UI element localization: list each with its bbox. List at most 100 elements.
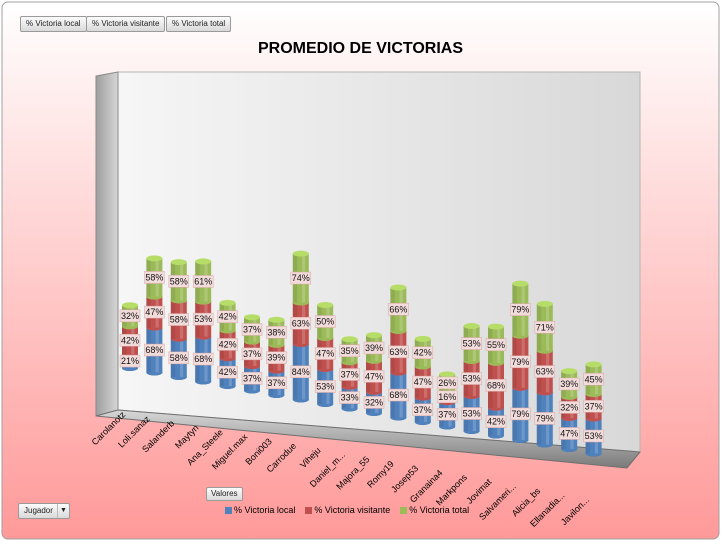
data-label-bg-19-0 (583, 429, 604, 443)
data-label-15-0: 42% (487, 417, 505, 427)
filter-button-victoria-total[interactable]: % Victoria total (166, 16, 232, 32)
data-label-bg-1-1 (144, 305, 165, 319)
data-label-11-1: 63% (389, 347, 407, 357)
data-label-18-1: 32% (560, 402, 578, 412)
data-label-19-2: 45% (585, 374, 603, 384)
legend-swatch-local (225, 506, 232, 514)
data-label-6-0: 37% (267, 378, 285, 388)
data-label-8-2: 50% (316, 317, 334, 327)
data-label-bg-10-2 (363, 341, 385, 355)
data-label-bg-3-1 (192, 312, 214, 326)
data-label-bg-17-2 (534, 321, 556, 334)
data-label-bg-5-0 (241, 372, 263, 385)
chart-legend: % Victoria local % Victoria visitante % … (225, 505, 469, 515)
data-label-14-0: 53% (463, 409, 481, 419)
data-label-bg-15-2 (485, 338, 507, 351)
data-label-1-1: 47% (145, 307, 163, 317)
data-label-2-2: 58% (170, 276, 188, 286)
legend-swatch-total (400, 506, 408, 514)
data-label-19-0: 53% (585, 431, 603, 441)
data-label-12-1: 47% (414, 377, 432, 387)
data-label-bg-2-1 (168, 313, 190, 326)
data-label-bg-15-0 (485, 415, 507, 428)
jugador-field-dropdown[interactable]: Jugador ▼ (18, 503, 70, 519)
data-label-bg-13-1 (436, 390, 458, 404)
data-label-bg-16-0 (510, 407, 531, 421)
data-label-1-2: 58% (145, 272, 163, 282)
data-label-bg-12-1 (412, 375, 434, 389)
data-label-19-1: 37% (585, 401, 603, 411)
data-label-bg-7-2 (290, 271, 312, 285)
data-label-18-2: 39% (560, 379, 578, 389)
data-label-17-1: 63% (536, 367, 554, 377)
side-wall (95, 71, 119, 417)
data-label-0-1: 42% (121, 335, 139, 345)
data-label-13-2: 26% (438, 378, 456, 388)
data-label-bg-15-1 (485, 379, 507, 392)
legend-item-local: % Victoria local (225, 505, 295, 515)
data-label-2-1: 58% (170, 315, 188, 325)
data-label-bg-1-2 (144, 271, 165, 284)
data-label-4-2: 42% (219, 312, 237, 322)
data-label-bg-12-0 (412, 403, 434, 417)
data-label-bg-16-2 (510, 303, 531, 316)
data-label-7-1: 63% (292, 318, 310, 328)
data-label-3-1: 53% (194, 314, 212, 324)
data-label-bg-8-2 (314, 315, 336, 328)
data-label-7-0: 84% (292, 367, 310, 377)
data-label-bg-11-2 (388, 303, 409, 316)
filter-button-victoria-visitante[interactable]: % Victoria visitante (86, 16, 166, 32)
data-label-16-1: 79% (511, 357, 529, 367)
data-label-bg-0-0 (119, 354, 141, 368)
data-label-17-2: 71% (536, 322, 554, 332)
data-label-bg-7-1 (290, 317, 312, 330)
legend-swatch-visitante (305, 506, 313, 514)
data-label-15-1: 68% (487, 380, 505, 390)
data-label-6-1: 39% (267, 353, 285, 363)
data-label-bg-12-2 (412, 346, 434, 359)
data-label-9-0: 33% (341, 393, 359, 403)
data-label-15-2: 55% (487, 340, 505, 350)
data-label-bg-14-0 (461, 407, 482, 420)
data-label-12-2: 42% (414, 348, 432, 358)
data-label-bg-17-0 (534, 412, 556, 425)
valores-field-button[interactable]: Valores (206, 487, 243, 501)
jugador-field-label: Jugador (24, 506, 53, 515)
data-label-11-2: 66% (389, 304, 407, 314)
data-label-bg-3-0 (192, 352, 214, 366)
data-label-5-1: 37% (243, 349, 261, 359)
data-label-4-0: 42% (219, 367, 237, 377)
data-label-bg-6-0 (266, 376, 287, 390)
filter-button-victoria-local[interactable]: % Victoria local (20, 16, 87, 32)
data-label-bg-3-2 (192, 275, 214, 288)
data-label-bg-9-0 (339, 391, 360, 404)
data-label-bg-19-1 (583, 400, 604, 413)
data-label-10-1: 47% (365, 371, 383, 381)
data-label-bg-8-1 (314, 347, 336, 360)
data-label-bg-18-1 (558, 401, 580, 414)
data-label-bg-1-0 (144, 343, 165, 357)
data-label-9-2: 35% (341, 346, 359, 356)
dropdown-arrow-icon: ▼ (57, 504, 69, 518)
data-label-bg-4-1 (217, 338, 238, 351)
data-label-bg-18-2 (558, 377, 580, 391)
data-label-bg-18-0 (558, 427, 580, 440)
data-label-bg-14-1 (461, 372, 482, 385)
data-label-2-0: 58% (170, 353, 188, 363)
data-label-7-2: 74% (292, 273, 310, 283)
data-label-4-1: 42% (219, 339, 237, 349)
data-label-bg-6-1 (266, 351, 287, 364)
data-label-bg-9-1 (339, 368, 360, 381)
data-label-bg-11-0 (388, 388, 409, 402)
data-label-bg-5-2 (241, 323, 263, 336)
data-label-bg-7-0 (290, 365, 312, 379)
data-label-bg-2-2 (168, 275, 190, 288)
floor (95, 409, 641, 469)
data-label-0-0: 21% (121, 356, 139, 366)
data-label-10-0: 32% (365, 397, 383, 407)
data-label-11-0: 68% (389, 390, 407, 400)
data-label-bg-13-0 (436, 408, 458, 421)
data-label-8-0: 53% (316, 382, 334, 392)
